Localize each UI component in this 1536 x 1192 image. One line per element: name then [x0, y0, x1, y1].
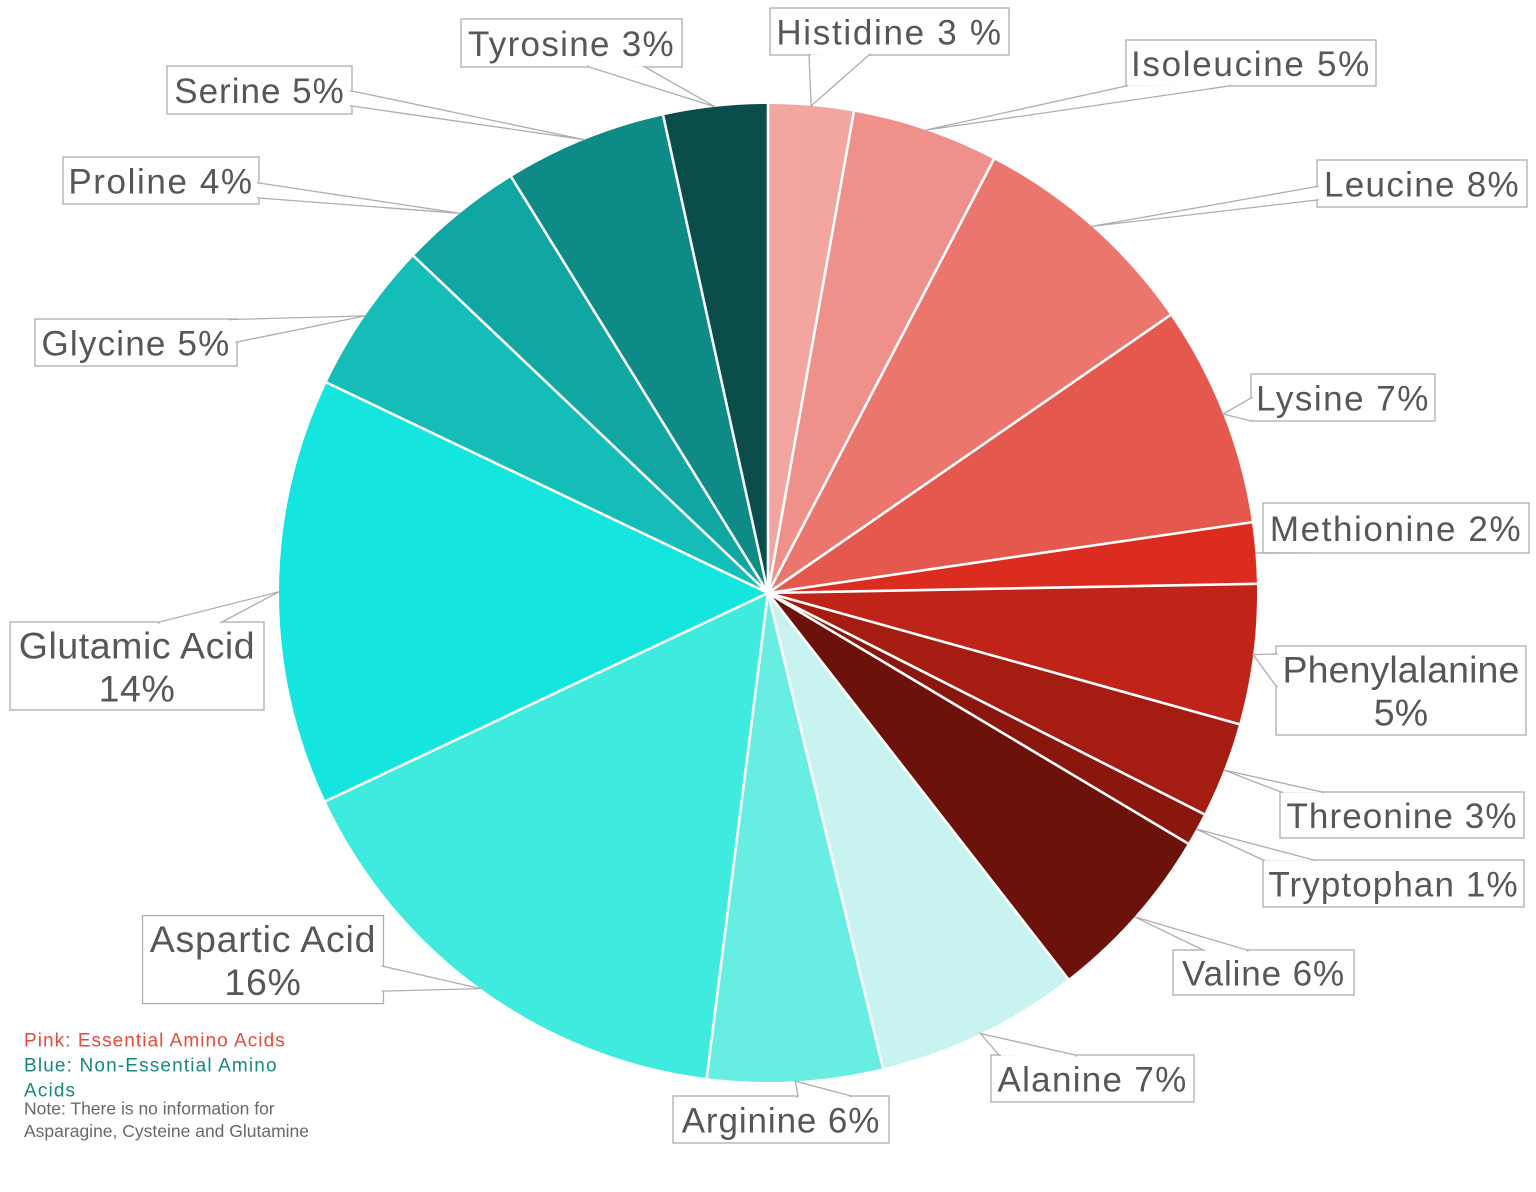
svg-text:Aspartic Acid: Aspartic Acid — [150, 918, 377, 960]
svg-text:Proline 4%: Proline 4% — [68, 162, 253, 201]
svg-text:Arginine 6%: Arginine 6% — [682, 1101, 881, 1140]
svg-text:Lysine 7%: Lysine 7% — [1256, 379, 1430, 418]
svg-text:14%: 14% — [99, 668, 176, 710]
svg-text:Glutamic Acid: Glutamic Acid — [19, 625, 255, 667]
svg-text:Threonine 3%: Threonine 3% — [1286, 797, 1517, 836]
svg-text:Tryptophan 1%: Tryptophan 1% — [1268, 865, 1518, 904]
svg-text:Methionine 2%: Methionine 2% — [1270, 510, 1522, 549]
svg-text:Leucine 8%: Leucine 8% — [1324, 165, 1520, 204]
svg-text:16%: 16% — [224, 961, 301, 1003]
svg-text:Histidine 3 %: Histidine 3 % — [776, 13, 1002, 52]
svg-text:5%: 5% — [1374, 692, 1428, 734]
svg-text:Note: There is no information: Note: There is no information for — [24, 1099, 275, 1119]
svg-text:Acids: Acids — [24, 1081, 76, 1102]
svg-text:Isoleucine 5%: Isoleucine 5% — [1131, 45, 1371, 84]
svg-text:Pink: Essential Amino Acids: Pink: Essential Amino Acids — [24, 1031, 286, 1052]
svg-text:Phenylalanine: Phenylalanine — [1283, 649, 1520, 691]
svg-text:Blue: Non-Essential Amino: Blue: Non-Essential Amino — [24, 1056, 278, 1077]
svg-text:Asparagine, Cysteine and Gluta: Asparagine, Cysteine and Glutamine — [24, 1121, 309, 1141]
svg-text:Valine 6%: Valine 6% — [1182, 954, 1345, 993]
svg-text:Glycine 5%: Glycine 5% — [41, 324, 230, 363]
svg-text:Alanine 7%: Alanine 7% — [997, 1060, 1187, 1099]
svg-text:Serine 5%: Serine 5% — [174, 72, 344, 111]
svg-text:Tyrosine 3%: Tyrosine 3% — [468, 25, 675, 64]
